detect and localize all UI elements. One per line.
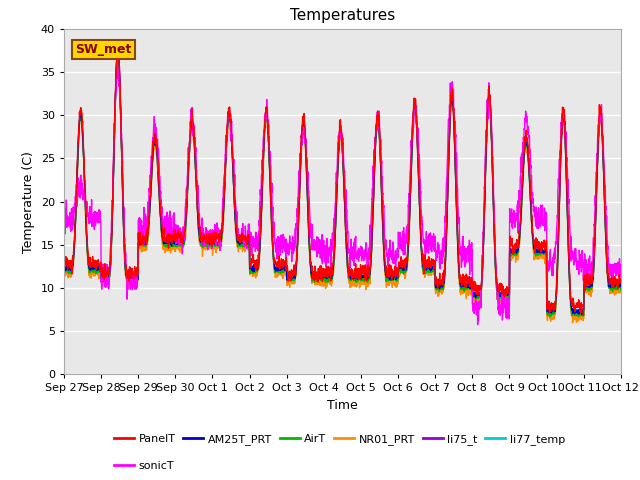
AM25T_PRT (216, 240, 223, 246)
Legend: sonicT: sonicT (114, 461, 174, 471)
AirT (60, 268, 68, 274)
sonicT (216, 234, 223, 240)
AirT (216, 241, 223, 247)
li75_t (371, 159, 379, 165)
AM25T_PRT (568, 306, 575, 312)
NR01_PRT (359, 274, 367, 279)
Line: AM25T_PRT: AM25T_PRT (64, 50, 621, 314)
li77_temp (371, 158, 379, 164)
li77_temp (568, 310, 576, 315)
li77_temp (216, 244, 223, 250)
AM25T_PRT (617, 283, 625, 289)
AirT (114, 51, 122, 57)
Line: li77_temp: li77_temp (64, 52, 621, 316)
sonicT (617, 273, 625, 279)
AM25T_PRT (114, 48, 122, 53)
AM25T_PRT (371, 157, 379, 163)
AirT (359, 276, 367, 282)
li75_t (584, 283, 591, 289)
AirT (617, 288, 625, 293)
NR01_PRT (584, 288, 591, 294)
li75_t (546, 312, 554, 318)
li77_temp (114, 49, 122, 55)
sonicT (60, 217, 68, 223)
PanelT (617, 276, 625, 282)
sonicT (113, 56, 121, 62)
li77_temp (504, 294, 512, 300)
Line: PanelT: PanelT (64, 44, 621, 315)
sonicT (584, 282, 591, 288)
li75_t (504, 290, 512, 296)
NR01_PRT (60, 271, 68, 277)
X-axis label: Time: Time (327, 399, 358, 412)
PanelT (568, 297, 575, 302)
PanelT (580, 312, 588, 318)
AM25T_PRT (578, 312, 586, 317)
li75_t (216, 241, 223, 247)
li75_t (359, 276, 367, 282)
PanelT (60, 262, 68, 267)
sonicT (505, 299, 513, 304)
li75_t (114, 48, 122, 53)
AirT (371, 161, 379, 167)
sonicT (474, 322, 481, 327)
NR01_PRT (617, 288, 625, 294)
NR01_PRT (568, 311, 575, 316)
AM25T_PRT (504, 289, 512, 295)
AM25T_PRT (584, 283, 591, 289)
PanelT (504, 285, 512, 291)
AirT (504, 293, 512, 299)
NR01_PRT (371, 160, 379, 166)
li75_t (60, 265, 68, 271)
Line: li75_t: li75_t (64, 50, 621, 315)
NR01_PRT (504, 293, 512, 299)
Text: SW_met: SW_met (75, 43, 131, 56)
li75_t (568, 308, 576, 314)
Title: Temperatures: Temperatures (290, 9, 395, 24)
AirT (584, 284, 591, 289)
li77_temp (60, 266, 68, 272)
sonicT (371, 142, 379, 147)
li77_temp (359, 277, 367, 283)
Y-axis label: Temperature (C): Temperature (C) (22, 151, 35, 252)
PanelT (359, 267, 367, 273)
PanelT (216, 232, 223, 238)
Line: sonicT: sonicT (64, 59, 621, 324)
Line: NR01_PRT: NR01_PRT (64, 55, 621, 323)
NR01_PRT (569, 320, 577, 326)
NR01_PRT (216, 246, 223, 252)
PanelT (114, 41, 122, 47)
AirT (547, 314, 554, 320)
NR01_PRT (114, 52, 122, 58)
AM25T_PRT (359, 275, 367, 280)
li75_t (617, 286, 625, 292)
li77_temp (584, 286, 591, 291)
Line: AirT: AirT (64, 54, 621, 317)
PanelT (371, 153, 379, 158)
li77_temp (617, 282, 625, 288)
AM25T_PRT (60, 264, 68, 269)
sonicT (359, 249, 367, 255)
PanelT (584, 278, 591, 284)
AirT (568, 312, 576, 318)
sonicT (568, 255, 576, 261)
li77_temp (545, 313, 553, 319)
